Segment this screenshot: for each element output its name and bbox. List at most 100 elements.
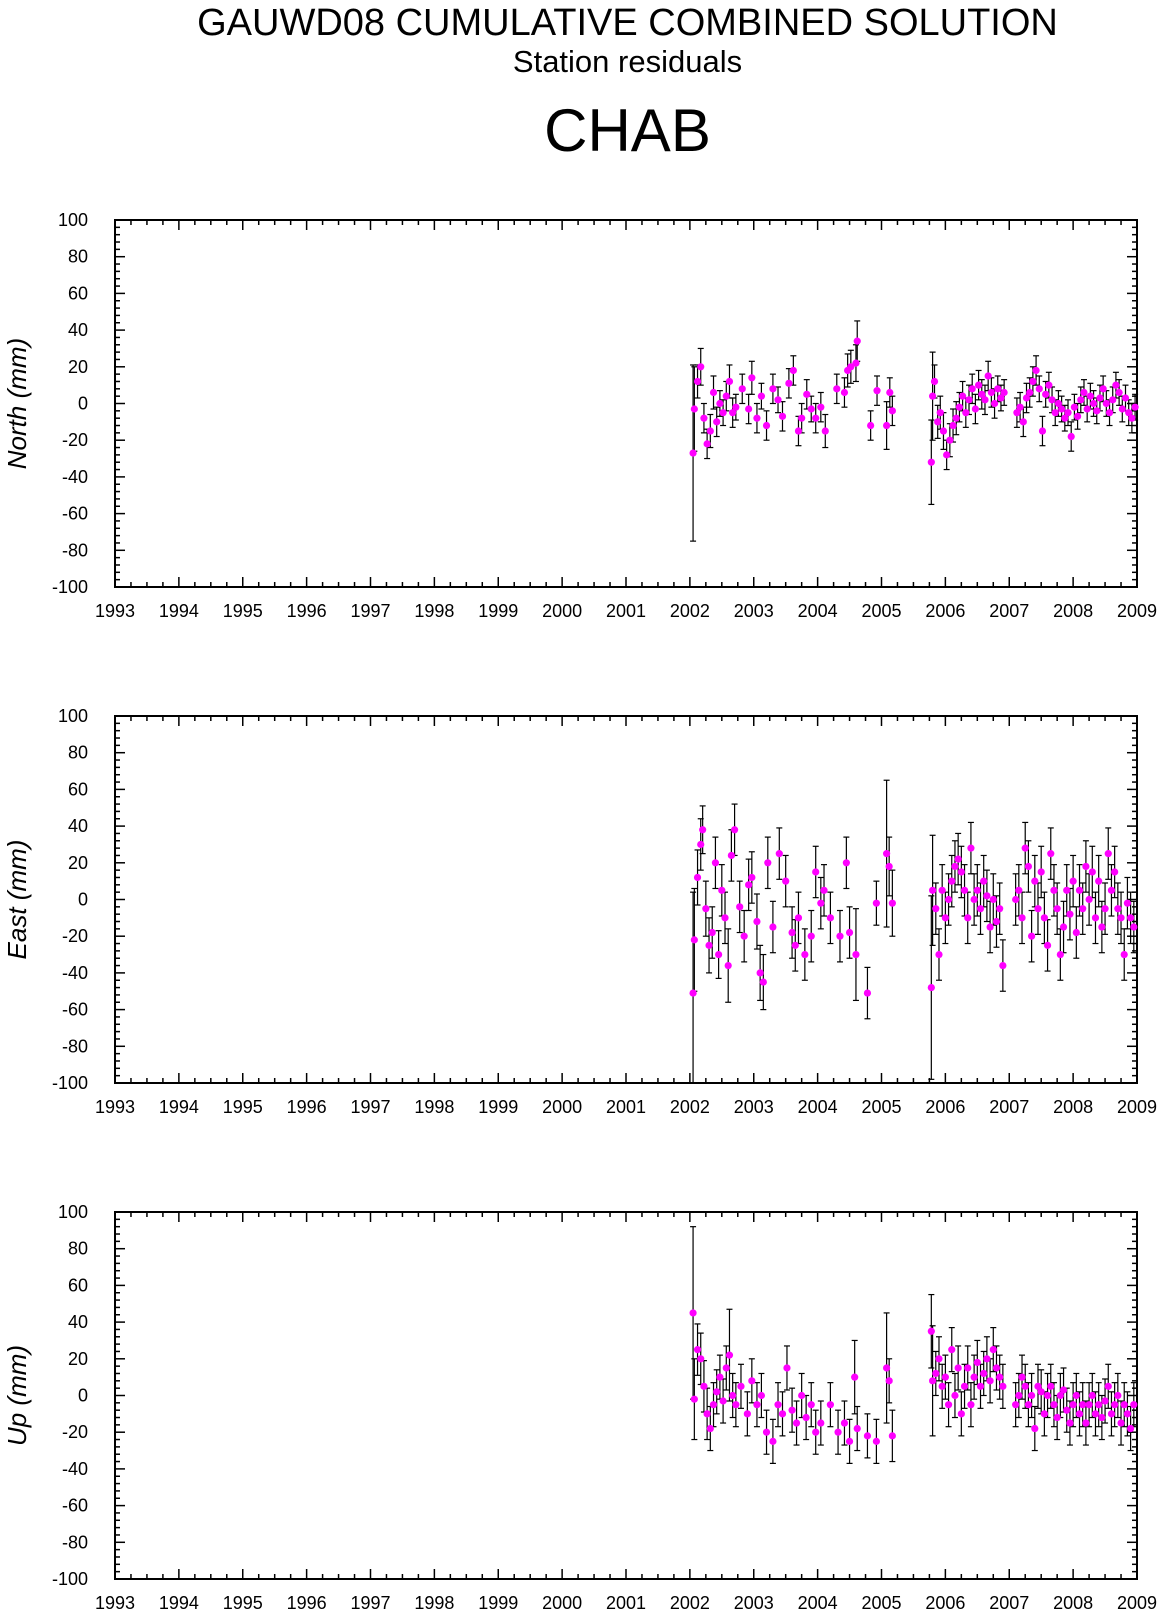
east-data-point [1018, 914, 1026, 922]
up-xtick-label: 2001 [606, 1593, 646, 1613]
north-xtick-label: 1998 [414, 601, 454, 621]
up-data-point [1111, 1401, 1119, 1409]
north-data-point [774, 396, 782, 404]
up-data-point [1075, 1410, 1084, 1418]
up-data-point [1091, 1410, 1100, 1418]
north-ytick-label: -60 [62, 504, 88, 524]
north-data-point [1067, 432, 1075, 441]
north-xtick-label: 2001 [606, 601, 646, 621]
up-ytick-label: -60 [62, 1496, 88, 1516]
up-data-point [1085, 1401, 1093, 1409]
up-data-point [798, 1391, 806, 1400]
east-data-point [1043, 941, 1052, 949]
north-data-point [1038, 427, 1047, 435]
east-data-point [801, 950, 809, 959]
east-data-point [736, 903, 744, 911]
up-xtick-label: 1994 [159, 1593, 199, 1613]
east-data-point [1095, 877, 1103, 885]
up-data-point [725, 1351, 734, 1359]
north-data-point [817, 403, 825, 411]
north-data-point [955, 403, 964, 411]
up-data-point [853, 1424, 861, 1433]
up-data-point [1053, 1413, 1061, 1422]
east-data-point [1120, 950, 1128, 959]
north-data-point [690, 405, 698, 413]
north-data-point [1086, 392, 1094, 400]
east-data-point [948, 877, 956, 885]
east-data-point [1050, 886, 1058, 894]
north-data-point [1035, 385, 1043, 393]
north-data-point [1083, 405, 1091, 413]
east-data-point [863, 989, 872, 997]
north-data-point [807, 405, 815, 413]
up-data-point [932, 1369, 940, 1378]
north-xtick-label: 2006 [925, 601, 965, 621]
north-data-point [852, 359, 860, 367]
east-data-point [1063, 886, 1071, 894]
east-data-point [708, 928, 716, 937]
east-data-point [992, 917, 1001, 926]
east-data-point [826, 914, 835, 922]
east-data-point [753, 917, 761, 926]
east-data-point [976, 905, 985, 913]
east-ytick-label: -40 [62, 963, 88, 983]
east-data-point [724, 961, 732, 970]
east-data-point [702, 905, 710, 913]
up-data-point [872, 1437, 880, 1445]
up-data-point [1047, 1382, 1055, 1390]
chart-title: GAUWD08 CUMULATIVE COMBINED SOLUTION [197, 2, 1058, 44]
up-data-point [954, 1364, 962, 1372]
north-xtick-label: 2004 [798, 601, 838, 621]
east-data-point [932, 905, 940, 913]
up-data-point [834, 1428, 842, 1436]
north-data-point [748, 374, 756, 382]
up-ytick-label: 100 [58, 1202, 88, 1222]
up-xtick-label: 2000 [542, 1593, 582, 1613]
east-data-point [1107, 886, 1116, 894]
north-ytick-label: -80 [62, 540, 88, 560]
up-data-point [941, 1373, 949, 1381]
north-data-point [867, 421, 875, 430]
north-xtick-label: 1993 [95, 601, 135, 621]
up-data-point [1063, 1406, 1071, 1414]
up-data-point [1095, 1401, 1103, 1409]
east-data-point [1091, 914, 1100, 922]
up-data-point [1088, 1391, 1096, 1400]
north-data-point [1131, 403, 1139, 411]
up-data-point [762, 1428, 771, 1436]
north-data-point [757, 392, 766, 400]
up-data-point [938, 1382, 946, 1390]
east-data-point [699, 826, 707, 834]
north-data-point [1013, 409, 1021, 417]
north-data-point [888, 407, 896, 415]
up-xtick-label: 2003 [734, 1593, 774, 1613]
north-ytick-label: 60 [68, 283, 88, 303]
east-data-point [980, 877, 988, 885]
east-data-point [740, 932, 748, 940]
east-data-point [1104, 850, 1112, 858]
north-data-point [971, 405, 979, 413]
east-data-point [689, 989, 697, 997]
east-xtick-label: 2009 [1117, 1097, 1157, 1117]
up-data-point [964, 1364, 972, 1372]
north-data-point [703, 440, 711, 448]
up-data-point [1079, 1401, 1087, 1409]
up-data-point [737, 1382, 745, 1390]
up-data-point [840, 1419, 849, 1427]
north-data-point [821, 427, 829, 435]
east-data-point [769, 923, 777, 931]
east-xtick-label: 1994 [159, 1097, 199, 1117]
up-data-point [996, 1373, 1004, 1381]
north-data-point [927, 458, 935, 466]
up-data-point [1056, 1391, 1064, 1400]
up-data-point [927, 1327, 935, 1335]
up-data-point [1098, 1413, 1106, 1422]
up-xtick-label: 2008 [1053, 1593, 1093, 1613]
north-axis-title: North (mm) [2, 338, 32, 469]
north-data-point [812, 414, 820, 422]
north-data-point [1051, 409, 1059, 417]
north-xtick-label: 2003 [734, 601, 774, 621]
east-data-point [715, 950, 723, 959]
up-xtick-label: 2004 [798, 1593, 838, 1613]
east-data-point [697, 840, 705, 849]
